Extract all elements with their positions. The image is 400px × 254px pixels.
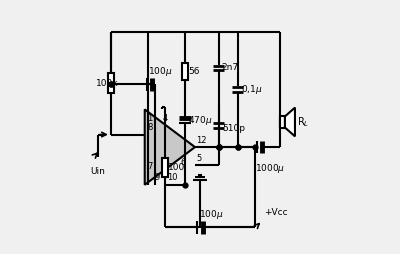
Text: 9: 9 [155, 173, 160, 182]
Polygon shape [145, 109, 195, 185]
Text: 10: 10 [167, 173, 178, 182]
Text: 100$\mu$: 100$\mu$ [199, 208, 223, 221]
Text: 470$\mu$: 470$\mu$ [188, 114, 212, 127]
Text: R$_L$: R$_L$ [297, 115, 309, 129]
Text: 6: 6 [180, 158, 185, 167]
Polygon shape [285, 108, 295, 136]
Text: 4: 4 [162, 115, 168, 123]
Text: 100$\mu$: 100$\mu$ [148, 65, 173, 78]
Text: 100k: 100k [96, 78, 118, 88]
Text: 8: 8 [147, 123, 153, 132]
Text: 510p: 510p [222, 124, 245, 133]
Text: 5: 5 [196, 154, 202, 163]
Text: 12: 12 [196, 136, 207, 145]
Text: 100: 100 [168, 163, 185, 172]
Text: 0,1$\mu$: 0,1$\mu$ [241, 83, 262, 96]
Text: 7: 7 [147, 162, 153, 171]
Text: Uin: Uin [91, 167, 106, 176]
Text: 2n7: 2n7 [222, 64, 239, 72]
Bar [280, 116, 285, 128]
Bar [182, 63, 188, 80]
Text: 56: 56 [188, 67, 200, 76]
Bar [108, 73, 114, 92]
Text: 1000$\mu$: 1000$\mu$ [255, 162, 286, 175]
Bar [162, 158, 168, 177]
Text: 1: 1 [147, 115, 152, 123]
Text: +Vcc: +Vcc [264, 209, 288, 217]
